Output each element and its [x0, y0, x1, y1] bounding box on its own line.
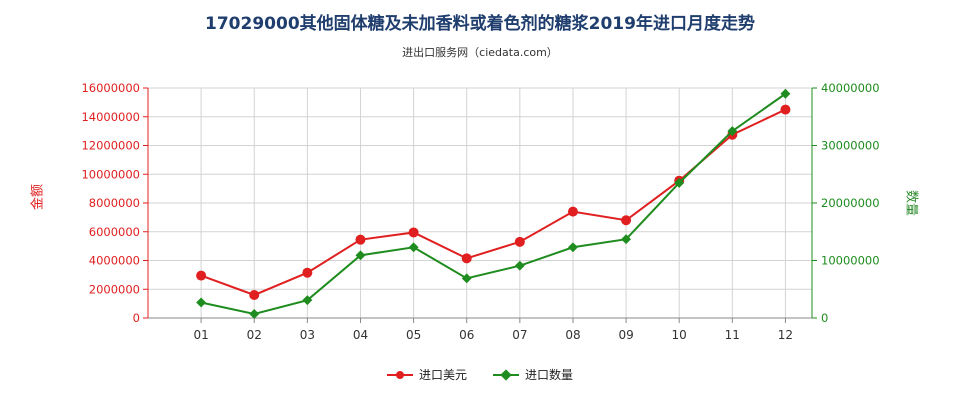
x-tick-label: 10 — [672, 328, 687, 342]
y-left-tick-label: 6000000 — [89, 225, 140, 239]
data-point-quantity — [196, 297, 207, 308]
data-point-usd — [302, 267, 313, 278]
legend-item-usd[interactable]: 进口美元 — [386, 366, 467, 383]
data-point-usd — [461, 253, 472, 264]
data-point-usd — [196, 270, 207, 281]
y-left-tick-label: 10000000 — [81, 167, 140, 181]
data-point-usd — [567, 206, 578, 217]
data-point-quantity — [408, 242, 419, 253]
x-tick-label: 09 — [618, 328, 633, 342]
legend-item-quantity[interactable]: 进口数量 — [493, 366, 573, 383]
y-left-tick-label: 0 — [133, 311, 140, 325]
x-tick-label: 08 — [565, 328, 580, 342]
data-point-usd — [408, 227, 419, 238]
data-point-quantity — [514, 260, 525, 271]
series-line-quantity — [200, 92, 787, 316]
data-point-quantity — [674, 177, 685, 188]
chart-title: 17029000其他固体糖及未加香料或着色剂的糖浆2019年进口月度走势 — [205, 14, 755, 34]
x-tick-label: 12 — [778, 328, 793, 342]
y-axis-right-title: 数量 — [903, 190, 919, 217]
legend-label-usd: 进口美元 — [418, 368, 467, 382]
y-right-tick-label: 0 — [821, 311, 828, 325]
legend-swatch-usd — [386, 370, 413, 380]
y-left-tick-label: 16000000 — [81, 81, 140, 95]
data-point-quantity — [302, 295, 313, 306]
y-right-tick-label: 40000000 — [821, 81, 880, 95]
data-point-usd — [621, 215, 632, 226]
x-tick-label: 01 — [193, 328, 208, 342]
data-point-quantity — [780, 88, 791, 99]
data-point-quantity — [461, 273, 472, 284]
y-left-tick-label: 4000000 — [89, 254, 140, 268]
y-right-tick-label: 10000000 — [821, 254, 880, 268]
y-left-tick-label: 2000000 — [89, 282, 140, 296]
x-tick-label: 05 — [406, 328, 421, 342]
x-tick-label: 06 — [459, 328, 474, 342]
data-point-usd — [514, 236, 525, 247]
x-tick-label: 07 — [512, 328, 527, 342]
x-tick-label: 11 — [725, 328, 740, 342]
legend-swatch-quantity — [493, 368, 519, 381]
y-left-tick-label: 12000000 — [81, 139, 140, 153]
legend-label-quantity: 进口数量 — [525, 368, 574, 382]
data-point-quantity — [568, 242, 578, 253]
y-right-tick-label: 20000000 — [821, 196, 880, 210]
y-axis-left-title: 金额 — [30, 183, 46, 210]
data-point-quantity — [727, 126, 738, 137]
data-point-quantity — [621, 234, 632, 245]
x-tick-label: 04 — [353, 328, 368, 342]
data-point-usd — [780, 104, 791, 115]
data-point-usd — [249, 290, 260, 300]
x-tick-label: 02 — [247, 328, 262, 342]
data-point-quantity — [355, 250, 366, 261]
x-tick-label: 03 — [300, 328, 315, 342]
chart-subtitle: 进出口服务网（ciedata.com） — [402, 46, 558, 59]
y-right-tick-label: 30000000 — [821, 139, 880, 153]
data-point-usd — [355, 234, 366, 245]
y-left-tick-label: 14000000 — [81, 110, 140, 124]
legend: 进口美元 进口数量 — [0, 366, 960, 383]
y-left-tick-label: 8000000 — [89, 196, 140, 210]
